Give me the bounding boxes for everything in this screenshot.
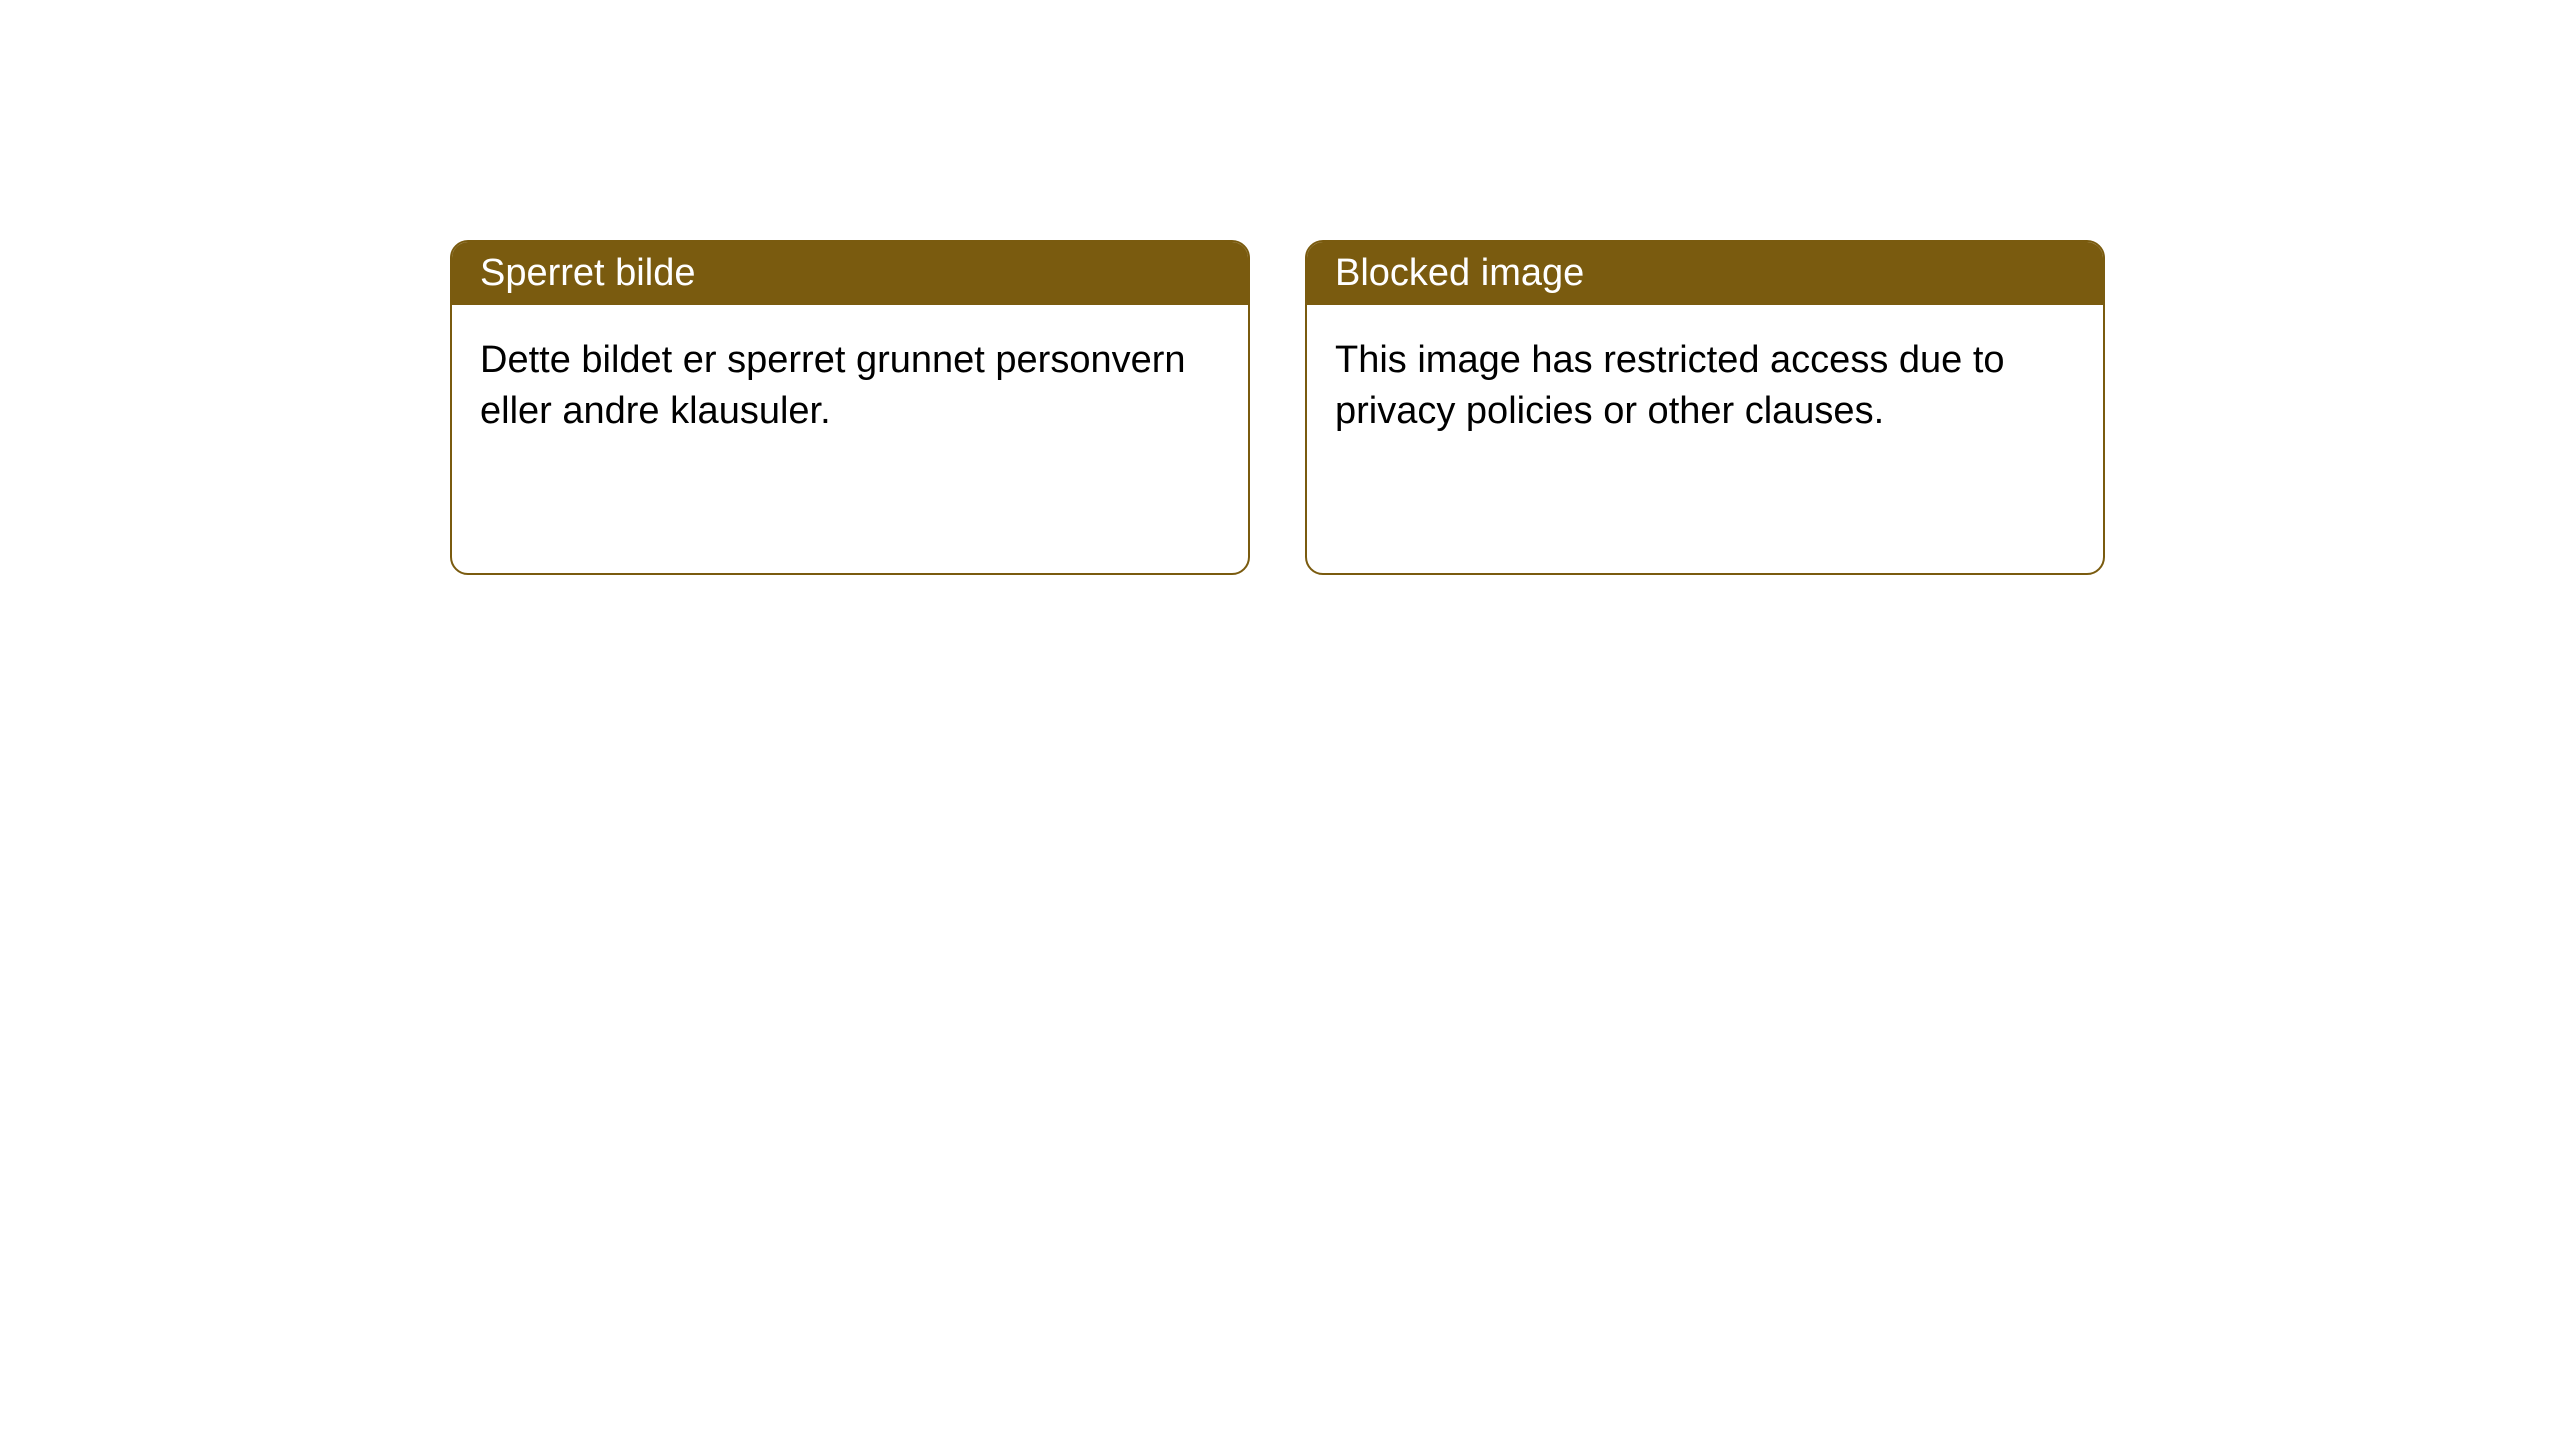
- blocked-image-card-en: Blocked image This image has restricted …: [1305, 240, 2105, 575]
- blocked-image-card-no: Sperret bilde Dette bildet er sperret gr…: [450, 240, 1250, 575]
- card-title: Blocked image: [1335, 252, 1584, 294]
- card-body: This image has restricted access due to …: [1307, 305, 2103, 468]
- card-title: Sperret bilde: [480, 252, 695, 294]
- notice-cards-container: Sperret bilde Dette bildet er sperret gr…: [450, 240, 2105, 575]
- card-text: This image has restricted access due to …: [1335, 339, 2005, 432]
- card-header: Sperret bilde: [452, 242, 1248, 305]
- card-body: Dette bildet er sperret grunnet personve…: [452, 305, 1248, 468]
- card-text: Dette bildet er sperret grunnet personve…: [480, 339, 1186, 432]
- card-header: Blocked image: [1307, 242, 2103, 305]
